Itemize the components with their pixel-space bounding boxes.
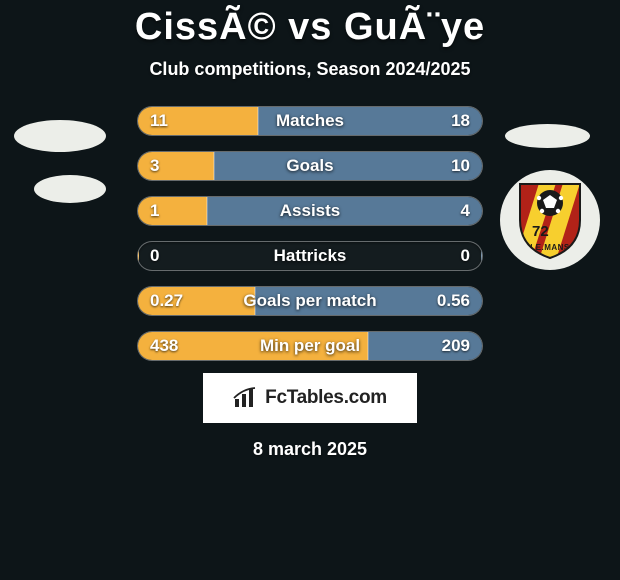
club-badge: 72 LE.MANS xyxy=(500,170,600,270)
bar-label: Hattricks xyxy=(274,246,347,266)
bar-right-value: 18 xyxy=(451,111,470,131)
bar-left-fill xyxy=(138,197,207,225)
bar-left-value: 1 xyxy=(150,201,159,221)
bar-left-value: 11 xyxy=(150,111,168,131)
stat-bar: 1 4 Assists xyxy=(137,196,483,226)
right-placeholder xyxy=(505,124,590,148)
branding-text: FcTables.com xyxy=(265,387,387,409)
left-placeholder-1 xyxy=(14,120,106,152)
branding-box: FcTables.com xyxy=(203,373,417,423)
bar-left-value: 0.27 xyxy=(150,291,183,311)
bar-label: Min per goal xyxy=(260,336,360,356)
bar-chart-icon xyxy=(233,387,259,409)
bar-left-value: 0 xyxy=(150,246,159,266)
subtitle: Club competitions, Season 2024/2025 xyxy=(0,59,620,80)
bar-right-value: 4 xyxy=(461,201,470,221)
bar-right-value: 209 xyxy=(442,336,470,356)
bar-right-fill xyxy=(207,197,482,225)
badge-number: 72 xyxy=(532,223,549,240)
stat-bar: 0 0 Hattricks xyxy=(137,241,483,271)
bar-right-fill xyxy=(214,152,482,180)
date-text: 8 march 2025 xyxy=(0,439,620,460)
bar-left-value: 438 xyxy=(150,336,178,356)
bar-right-value: 0 xyxy=(461,246,470,266)
bar-label: Goals xyxy=(286,156,333,176)
page-title: CissÃ© vs GuÃ¨ye xyxy=(0,0,620,49)
bar-left-value: 3 xyxy=(150,156,159,176)
bar-right-fill xyxy=(481,242,482,270)
bar-label: Matches xyxy=(276,111,344,131)
bar-right-value: 10 xyxy=(451,156,470,176)
stat-bar: 0.27 0.56 Goals per match xyxy=(137,286,483,316)
stat-bar: 11 18 Matches xyxy=(137,106,483,136)
bar-label: Assists xyxy=(280,201,340,221)
bar-left-fill xyxy=(138,242,139,270)
stat-bar: 438 209 Min per goal xyxy=(137,331,483,361)
stat-bar: 3 10 Goals xyxy=(137,151,483,181)
left-placeholder-2 xyxy=(34,175,106,203)
bar-right-value: 0.56 xyxy=(437,291,470,311)
bar-label: Goals per match xyxy=(243,291,376,311)
shield-icon: 72 LE.MANS xyxy=(515,180,585,260)
